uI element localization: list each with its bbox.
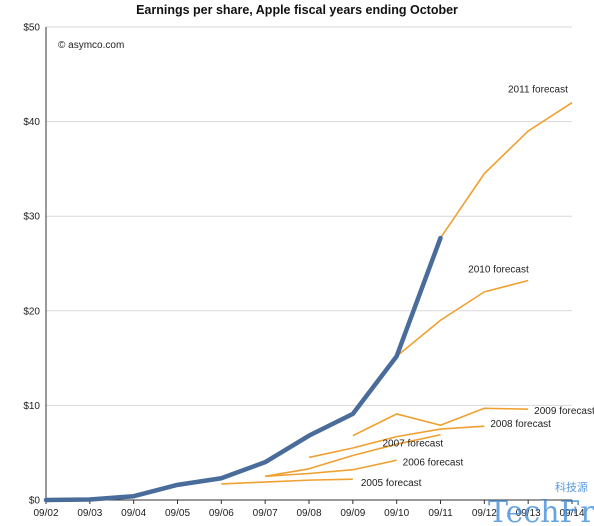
forecast-line: [265, 433, 441, 478]
forecast-lines: [221, 102, 573, 485]
watermark-text: TechFrom: [488, 495, 594, 526]
x-tick-label: 09/10: [384, 508, 409, 519]
x-tick-label: 09/06: [209, 508, 234, 519]
forecast-line: [352, 407, 529, 437]
x-axis-ticks: 09/02 09/03 09/04 09/05 09/06 09/07 09/08 09/09…: [33, 500, 585, 519]
y-tick-label: $10: [23, 401, 40, 412]
x-tick-label: 09/05: [165, 508, 190, 519]
forecast-line: [221, 478, 353, 485]
forecast-label: 2008 forecast: [490, 419, 551, 430]
forecast-label: 2009 forecast: [534, 406, 594, 417]
forecast-label: 2010 forecast: [468, 265, 529, 276]
x-tick-label: 09/04: [121, 508, 146, 519]
y-axis-ticks: $0 $10 $20 $30 $40 $50: [23, 23, 40, 507]
forecast-label: 2011 forecast: [508, 85, 568, 96]
actual-eps-line: [43, 235, 443, 503]
forecast-line: [308, 425, 485, 459]
y-tick-label: $0: [29, 496, 41, 507]
y-tick-label: $20: [23, 306, 40, 317]
x-tick-label: 09/14: [559, 508, 584, 519]
forecast-label: 2006 forecast: [403, 457, 464, 468]
x-tick-label: 09/13: [516, 508, 541, 519]
chart-title: Earnings per share, Apple fiscal years e…: [136, 3, 458, 17]
copyright-annotation: © asymco.com: [58, 40, 124, 51]
forecast-line: [396, 279, 529, 357]
y-tick-label: $50: [23, 23, 40, 34]
grid: [45, 26, 572, 501]
x-tick-label: 09/08: [296, 508, 321, 519]
watermark-cn: 科技源: [555, 480, 588, 494]
x-tick-label: 09/02: [33, 508, 58, 519]
forecast-labels: 2005 forecast 2006 forecast 2007 forecast 2…: [361, 85, 594, 490]
x-tick-label: 09/12: [472, 508, 497, 519]
forecast-label: 2005 forecast: [361, 478, 422, 489]
actual-series: [43, 235, 443, 503]
forecast-label: 2007 forecast: [383, 439, 444, 450]
x-tick-label: 09/03: [77, 508, 102, 519]
y-tick-label: $30: [23, 212, 40, 223]
forecast-line: [439, 102, 573, 239]
forecast-line: [265, 459, 397, 478]
watermark: TechFrom 科技源: [488, 480, 594, 526]
x-tick-label: 09/07: [253, 508, 278, 519]
y-tick-label: $40: [23, 117, 40, 128]
x-tick-label: 09/09: [340, 508, 365, 519]
x-tick-label: 09/11: [428, 508, 453, 519]
